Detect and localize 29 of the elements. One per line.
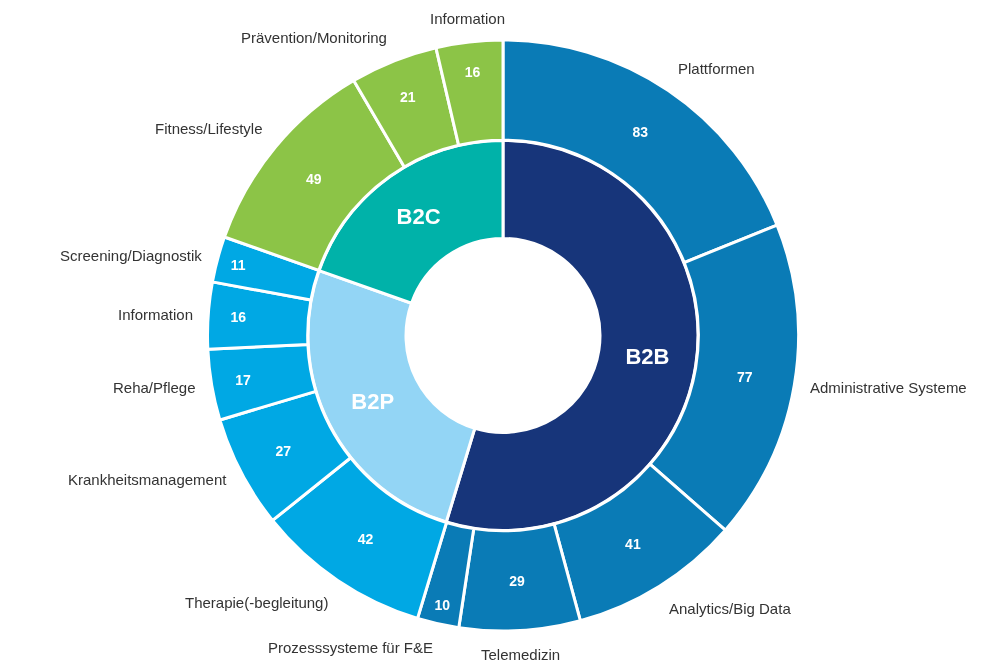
data-label: 42 <box>357 530 374 547</box>
data-label: 83 <box>632 124 649 141</box>
slice-label: Reha/Pflege <box>113 379 196 396</box>
data-label: 11 <box>230 256 246 273</box>
slice-label: Krankheitsmanagement <box>68 471 228 488</box>
slice-label: Telemedizin <box>481 646 561 663</box>
data-label: 29 <box>509 572 525 589</box>
slice-label: B2B <box>625 344 670 370</box>
slice-label: Prävention/Monitoring <box>241 29 387 46</box>
slice-label: Plattformen <box>678 60 755 77</box>
slice-label: Screening/Diagnostik <box>60 247 203 264</box>
slice-label: Information <box>430 10 506 27</box>
data-label: 10 <box>434 596 451 613</box>
data-label: 16 <box>464 64 481 81</box>
slice-label: Fitness/Lifestyle <box>155 120 263 137</box>
data-label: 41 <box>625 535 641 552</box>
slice-label: Analytics/Big Data <box>669 600 792 617</box>
slice-label: B2C <box>396 203 441 229</box>
data-label: 27 <box>275 442 292 459</box>
data-label: 21 <box>399 88 416 105</box>
slice-label: B2P <box>351 388 395 414</box>
slice-label: Administrative Systeme <box>810 379 967 396</box>
data-label: 17 <box>235 371 252 388</box>
data-label: 77 <box>737 368 753 385</box>
data-label: 16 <box>230 309 247 326</box>
data-label: 49 <box>305 171 322 188</box>
slice-label: Information <box>118 306 194 323</box>
slice-label: Therapie(-begleitung) <box>185 594 329 611</box>
slice-label: Prozesssysteme für F&E <box>268 639 434 656</box>
